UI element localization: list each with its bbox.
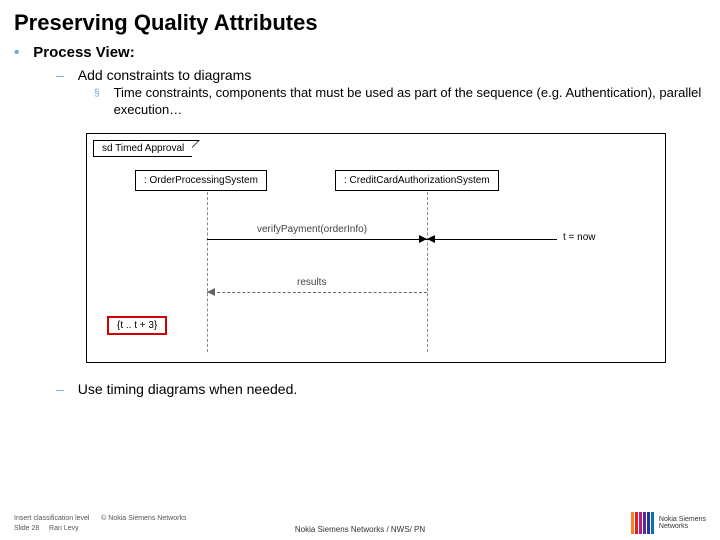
message-results	[207, 292, 427, 293]
footer-author: Ran Levy	[49, 525, 79, 532]
diagram-frame-label: sd Timed Approval	[93, 140, 192, 157]
message-verify	[207, 239, 427, 240]
footer-copyright: © Nokia Siemens Networks	[101, 515, 186, 522]
lifeline-1	[207, 192, 208, 352]
message-results-label: results	[297, 277, 326, 288]
bullet-text: Add constraints to diagrams	[78, 67, 252, 83]
footer-classification: Insert classification level	[14, 515, 89, 522]
bullet-marker: §	[94, 85, 100, 119]
diagram-frame-tab: sd Timed Approval	[93, 140, 200, 157]
footer-org: Nokia Siemens Networks / NWS/ PN	[295, 525, 425, 534]
arrow-head-icon	[419, 235, 427, 243]
bullet-level3: § Time constraints, components that must…	[94, 85, 706, 119]
bullet-text: Time constraints, components that must b…	[114, 85, 706, 119]
bullet-text: Use timing diagrams when needed.	[78, 381, 297, 397]
footer-slide-number: Slide 28	[14, 525, 39, 532]
slide-title: Preserving Quality Attributes	[0, 0, 720, 40]
footer-left: Insert classification level © Nokia Siem…	[14, 514, 186, 534]
bullet-marker: –	[56, 381, 64, 397]
time-constraint-box: {t .. t + 3}	[107, 316, 167, 335]
actor-creditcard-system: : CreditCardAuthorizationSystem	[335, 170, 499, 191]
logo-bars-icon	[631, 512, 654, 534]
bullet-level2: – Use timing diagrams when needed.	[56, 381, 706, 397]
bullet-text: Process View:	[33, 44, 134, 61]
bullet-level1: • Process View:	[14, 44, 706, 61]
logo-text: Nokia Siemens Networks	[656, 516, 706, 530]
sequence-diagram: sd Timed Approval : OrderProcessingSyste…	[86, 133, 666, 363]
bullet-level2: – Add constraints to diagrams	[56, 67, 706, 83]
bullet-marker: –	[56, 67, 64, 83]
arrow-head-icon	[427, 235, 435, 243]
side-annotation-arrow	[427, 239, 557, 240]
arrow-head-icon	[207, 288, 215, 296]
actor-order-system: : OrderProcessingSystem	[135, 170, 267, 191]
nokia-siemens-logo: Nokia Siemens Networks	[631, 512, 706, 534]
diagram-frame-notch	[192, 140, 200, 148]
annotation-t-now: t = now	[563, 232, 596, 243]
slide-content: • Process View: – Add constraints to dia…	[0, 40, 720, 397]
message-verify-label: verifyPayment(orderInfo)	[257, 224, 367, 235]
bullet-marker: •	[14, 44, 19, 61]
slide-footer: Insert classification level © Nokia Siem…	[14, 512, 706, 534]
lifeline-2	[427, 192, 428, 352]
